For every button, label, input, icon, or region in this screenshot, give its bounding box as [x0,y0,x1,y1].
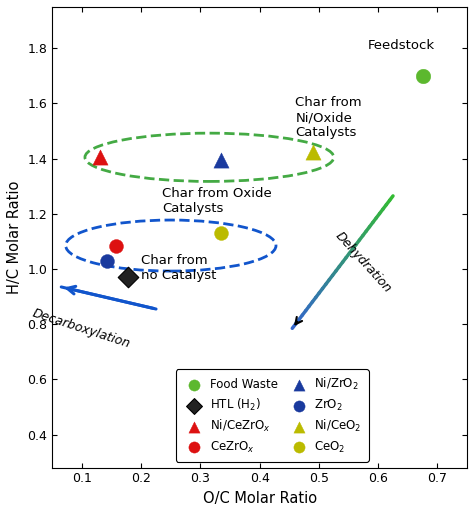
Point [124,273,132,282]
Text: Decarboxylation: Decarboxylation [30,306,131,350]
Point [419,72,427,80]
Legend: Food Waste, HTL (H$_2$), Ni/CeZrO$_x$, CeZrO$_x$, Ni/ZrO$_2$, ZrO$_2$, Ni/CeO$_2: Food Waste, HTL (H$_2$), Ni/CeZrO$_x$, C… [175,369,369,462]
Text: Dehydration: Dehydration [333,229,394,295]
Point [309,148,317,156]
Y-axis label: H/C Molar Ratio: H/C Molar Ratio [7,181,22,294]
Point [112,242,120,250]
Point [96,153,103,162]
Point [218,156,225,164]
Text: Char from Oxide
Catalysts: Char from Oxide Catalysts [162,187,272,215]
Text: Char from
no Catalyst: Char from no Catalyst [141,254,217,282]
Point [218,229,225,237]
Text: Char from
Ni/Oxide
Catalysts: Char from Ni/Oxide Catalysts [295,96,362,140]
Point [104,256,111,265]
X-axis label: O/C Molar Ratio: O/C Molar Ratio [203,491,317,506]
Text: Feedstock: Feedstock [367,40,435,52]
